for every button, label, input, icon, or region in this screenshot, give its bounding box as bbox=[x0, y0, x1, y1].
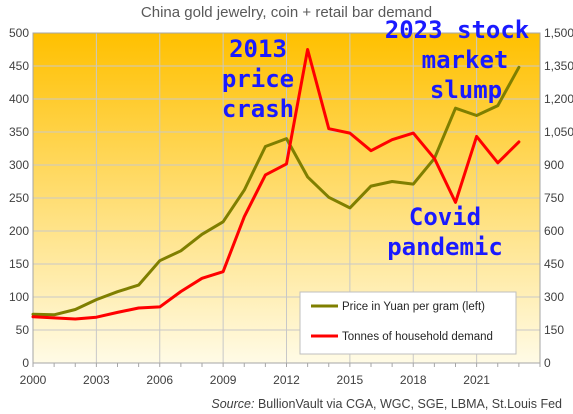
x-tick-label: 2006 bbox=[146, 373, 173, 387]
y-left-tick-label: 150 bbox=[9, 257, 29, 271]
y-right-tick-label: 1,350 bbox=[544, 59, 573, 73]
series-line-price bbox=[31, 65, 521, 317]
series-lines bbox=[31, 48, 521, 321]
annotations: 2013 price crash 2023 stock market slump… bbox=[222, 16, 530, 261]
x-tick-label: 2018 bbox=[400, 373, 427, 387]
y-right-tick-label: 300 bbox=[544, 290, 564, 304]
y-right-tick-label: 1,500 bbox=[544, 26, 573, 40]
source-note: Source: BullionVault via CGA, WGC, SGE, … bbox=[211, 397, 562, 411]
annotation-2023-line3: slump bbox=[430, 76, 502, 104]
y-left-tick-label: 300 bbox=[9, 158, 29, 172]
x-tick-label: 2021 bbox=[463, 373, 490, 387]
annotation-2023-line2: market bbox=[422, 46, 509, 74]
y-left-tick-label: 100 bbox=[9, 290, 29, 304]
x-axis-ticks: 2000 2003 2006 2009 2012 2015 2018 2021 bbox=[20, 363, 541, 387]
y-left-tick-label: 450 bbox=[9, 59, 29, 73]
y-right-tick-label: 600 bbox=[544, 224, 564, 238]
x-tick-label: 2009 bbox=[210, 373, 237, 387]
y-right-tick-label: 1,050 bbox=[544, 125, 573, 139]
y-right-tick-label: 150 bbox=[544, 323, 564, 337]
y-left-tick-label: 250 bbox=[9, 191, 29, 205]
legend-label-demand: Tonnes of household demand bbox=[342, 331, 493, 343]
annotation-2013-line3: crash bbox=[222, 95, 294, 123]
x-tick-label: 2012 bbox=[273, 373, 300, 387]
left-axis-ticks: 0 50 100 150 200 250 300 350 400 450 500 bbox=[9, 26, 29, 370]
legend-box bbox=[299, 291, 517, 355]
chart-title: China gold jewelry, coin + retail bar de… bbox=[141, 4, 432, 21]
y-left-tick-label: 0 bbox=[22, 356, 29, 370]
annotation-covid-line1: Covid bbox=[409, 203, 481, 231]
annotation-2013-line2: price bbox=[222, 65, 294, 93]
annotation-2013-line1: 2013 bbox=[229, 35, 287, 63]
y-right-tick-label: 1,200 bbox=[544, 92, 573, 106]
y-right-tick-label: 450 bbox=[544, 257, 564, 271]
x-tick-label: 2000 bbox=[20, 373, 47, 387]
legend: Price in Yuan per gram (left) Tonnes of … bbox=[299, 291, 517, 355]
x-tick-label: 2015 bbox=[337, 373, 364, 387]
legend-label-price: Price in Yuan per gram (left) bbox=[342, 301, 485, 313]
annotation-2023-line1: 2023 stock bbox=[385, 16, 530, 44]
x-tick-label: 2003 bbox=[83, 373, 110, 387]
right-axis-ticks: 0 150 300 450 600 750 900 1,050 1,200 1,350 1,500 bbox=[544, 26, 573, 370]
source-credits: BullionVault via CGA, WGC, SGE, LBMA, St… bbox=[254, 397, 562, 411]
source-label: Source: bbox=[211, 397, 254, 411]
y-right-tick-label: 900 bbox=[544, 158, 564, 172]
annotation-covid-line2: pandemic bbox=[387, 233, 503, 261]
series-line-demand bbox=[31, 48, 521, 321]
y-left-tick-label: 400 bbox=[9, 92, 29, 106]
y-right-tick-label: 0 bbox=[544, 356, 551, 370]
y-left-tick-label: 500 bbox=[9, 26, 29, 40]
y-right-tick-label: 750 bbox=[544, 191, 564, 205]
plot-border bbox=[32, 32, 541, 364]
y-left-tick-label: 350 bbox=[9, 125, 29, 139]
y-left-tick-label: 200 bbox=[9, 224, 29, 238]
y-left-tick-label: 50 bbox=[16, 323, 30, 337]
